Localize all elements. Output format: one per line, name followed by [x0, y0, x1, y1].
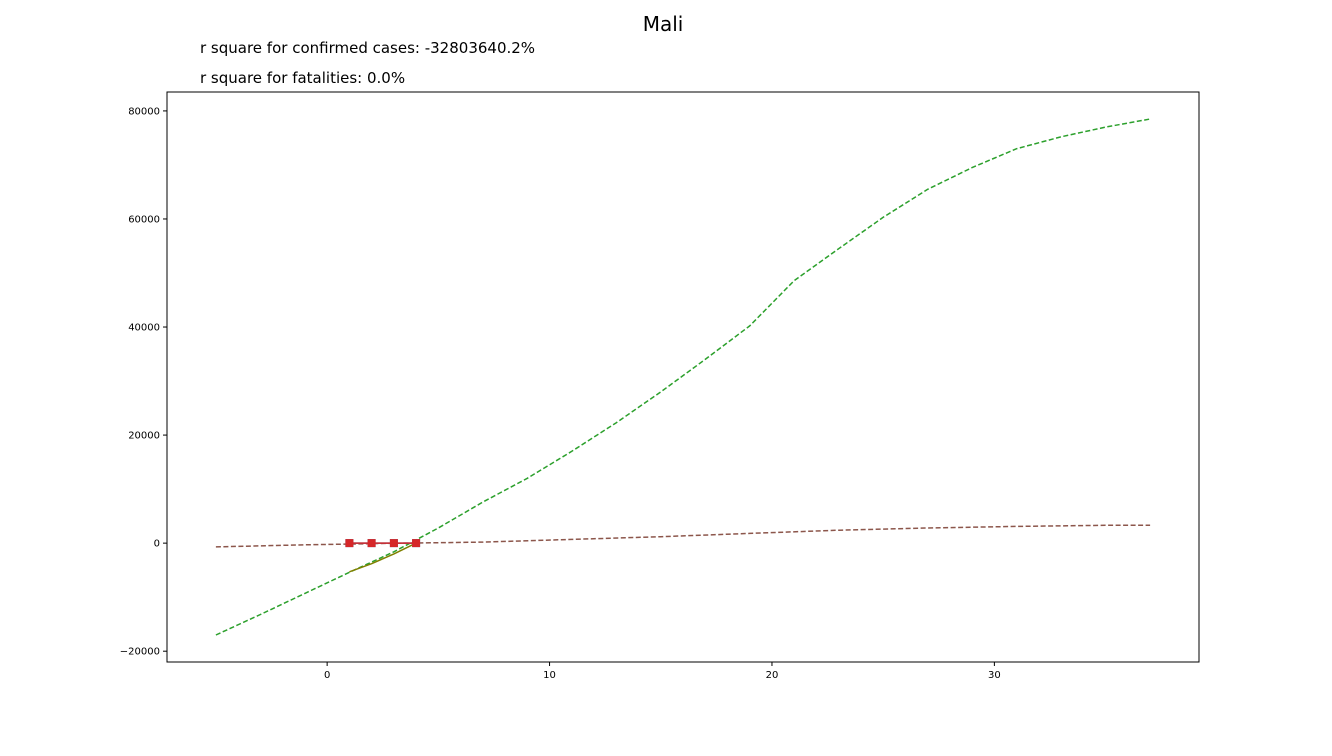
- series-4: [345, 539, 421, 548]
- chart-title: Mali: [642, 12, 684, 36]
- y-tick-label: 0: [154, 539, 160, 550]
- series-1: [215, 524, 1151, 548]
- series-0-line: [215, 118, 1151, 636]
- y-tick-label: 40000: [128, 323, 160, 334]
- x-tick-label: 30: [988, 670, 1001, 681]
- x-tick-label: 10: [543, 670, 556, 681]
- series-4-point: [367, 539, 376, 548]
- series-4-point: [389, 539, 398, 548]
- series-1-line: [215, 524, 1151, 548]
- x-tick-label: 0: [324, 670, 330, 681]
- y-tick-label: 60000: [128, 214, 160, 225]
- series-4-point: [412, 539, 421, 548]
- series-4-point: [345, 539, 354, 548]
- series-2: [349, 542, 417, 573]
- series-2-line: [349, 542, 417, 573]
- r-square-fatalities-label: r square for fatalities: 0.0%: [200, 69, 406, 87]
- r-square-confirmed-label: r square for confirmed cases: -32803640.…: [200, 39, 536, 57]
- y-tick-label: 20000: [128, 431, 160, 442]
- x-tick-label: 20: [766, 670, 779, 681]
- series-0: [215, 118, 1151, 636]
- y-tick-label: 80000: [128, 106, 160, 117]
- plot-frame: [166, 91, 1200, 663]
- y-tick-label: −20000: [120, 647, 160, 658]
